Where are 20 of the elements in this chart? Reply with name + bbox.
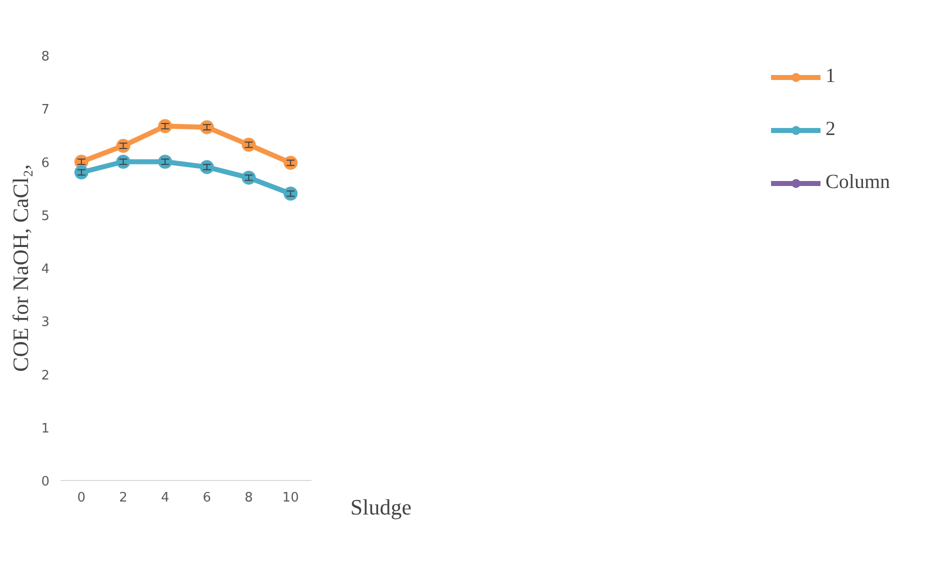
legend-label: 1 (826, 65, 837, 88)
x-tick-label: 0 (77, 490, 86, 506)
y-tick-label: 1 (41, 421, 50, 436)
y-tick-label: 3 (41, 315, 50, 330)
y-tick-label: 7 (41, 102, 50, 118)
y-tick-label: 4 (41, 262, 50, 277)
x-tick-label: 2 (119, 490, 128, 506)
x-axis-title: Sludge (350, 494, 412, 520)
y-tick-label: 0 (41, 474, 50, 490)
y-tick-label: 2 (41, 368, 50, 384)
x-tick-label: 10 (282, 490, 299, 506)
legend-label: Column (826, 171, 890, 194)
x-tick-label: 6 (202, 490, 212, 506)
y-tick-label: 8 (41, 50, 50, 64)
y-tick-label: 6 (41, 156, 50, 171)
legend-label: 2 (826, 118, 837, 141)
x-tick-label: 8 (244, 490, 253, 506)
y-tick-label: 5 (41, 208, 50, 224)
x-tick-label: 4 (160, 490, 170, 506)
y-axis-title: COE for NaOH, CaCl₂, (8, 164, 34, 372)
